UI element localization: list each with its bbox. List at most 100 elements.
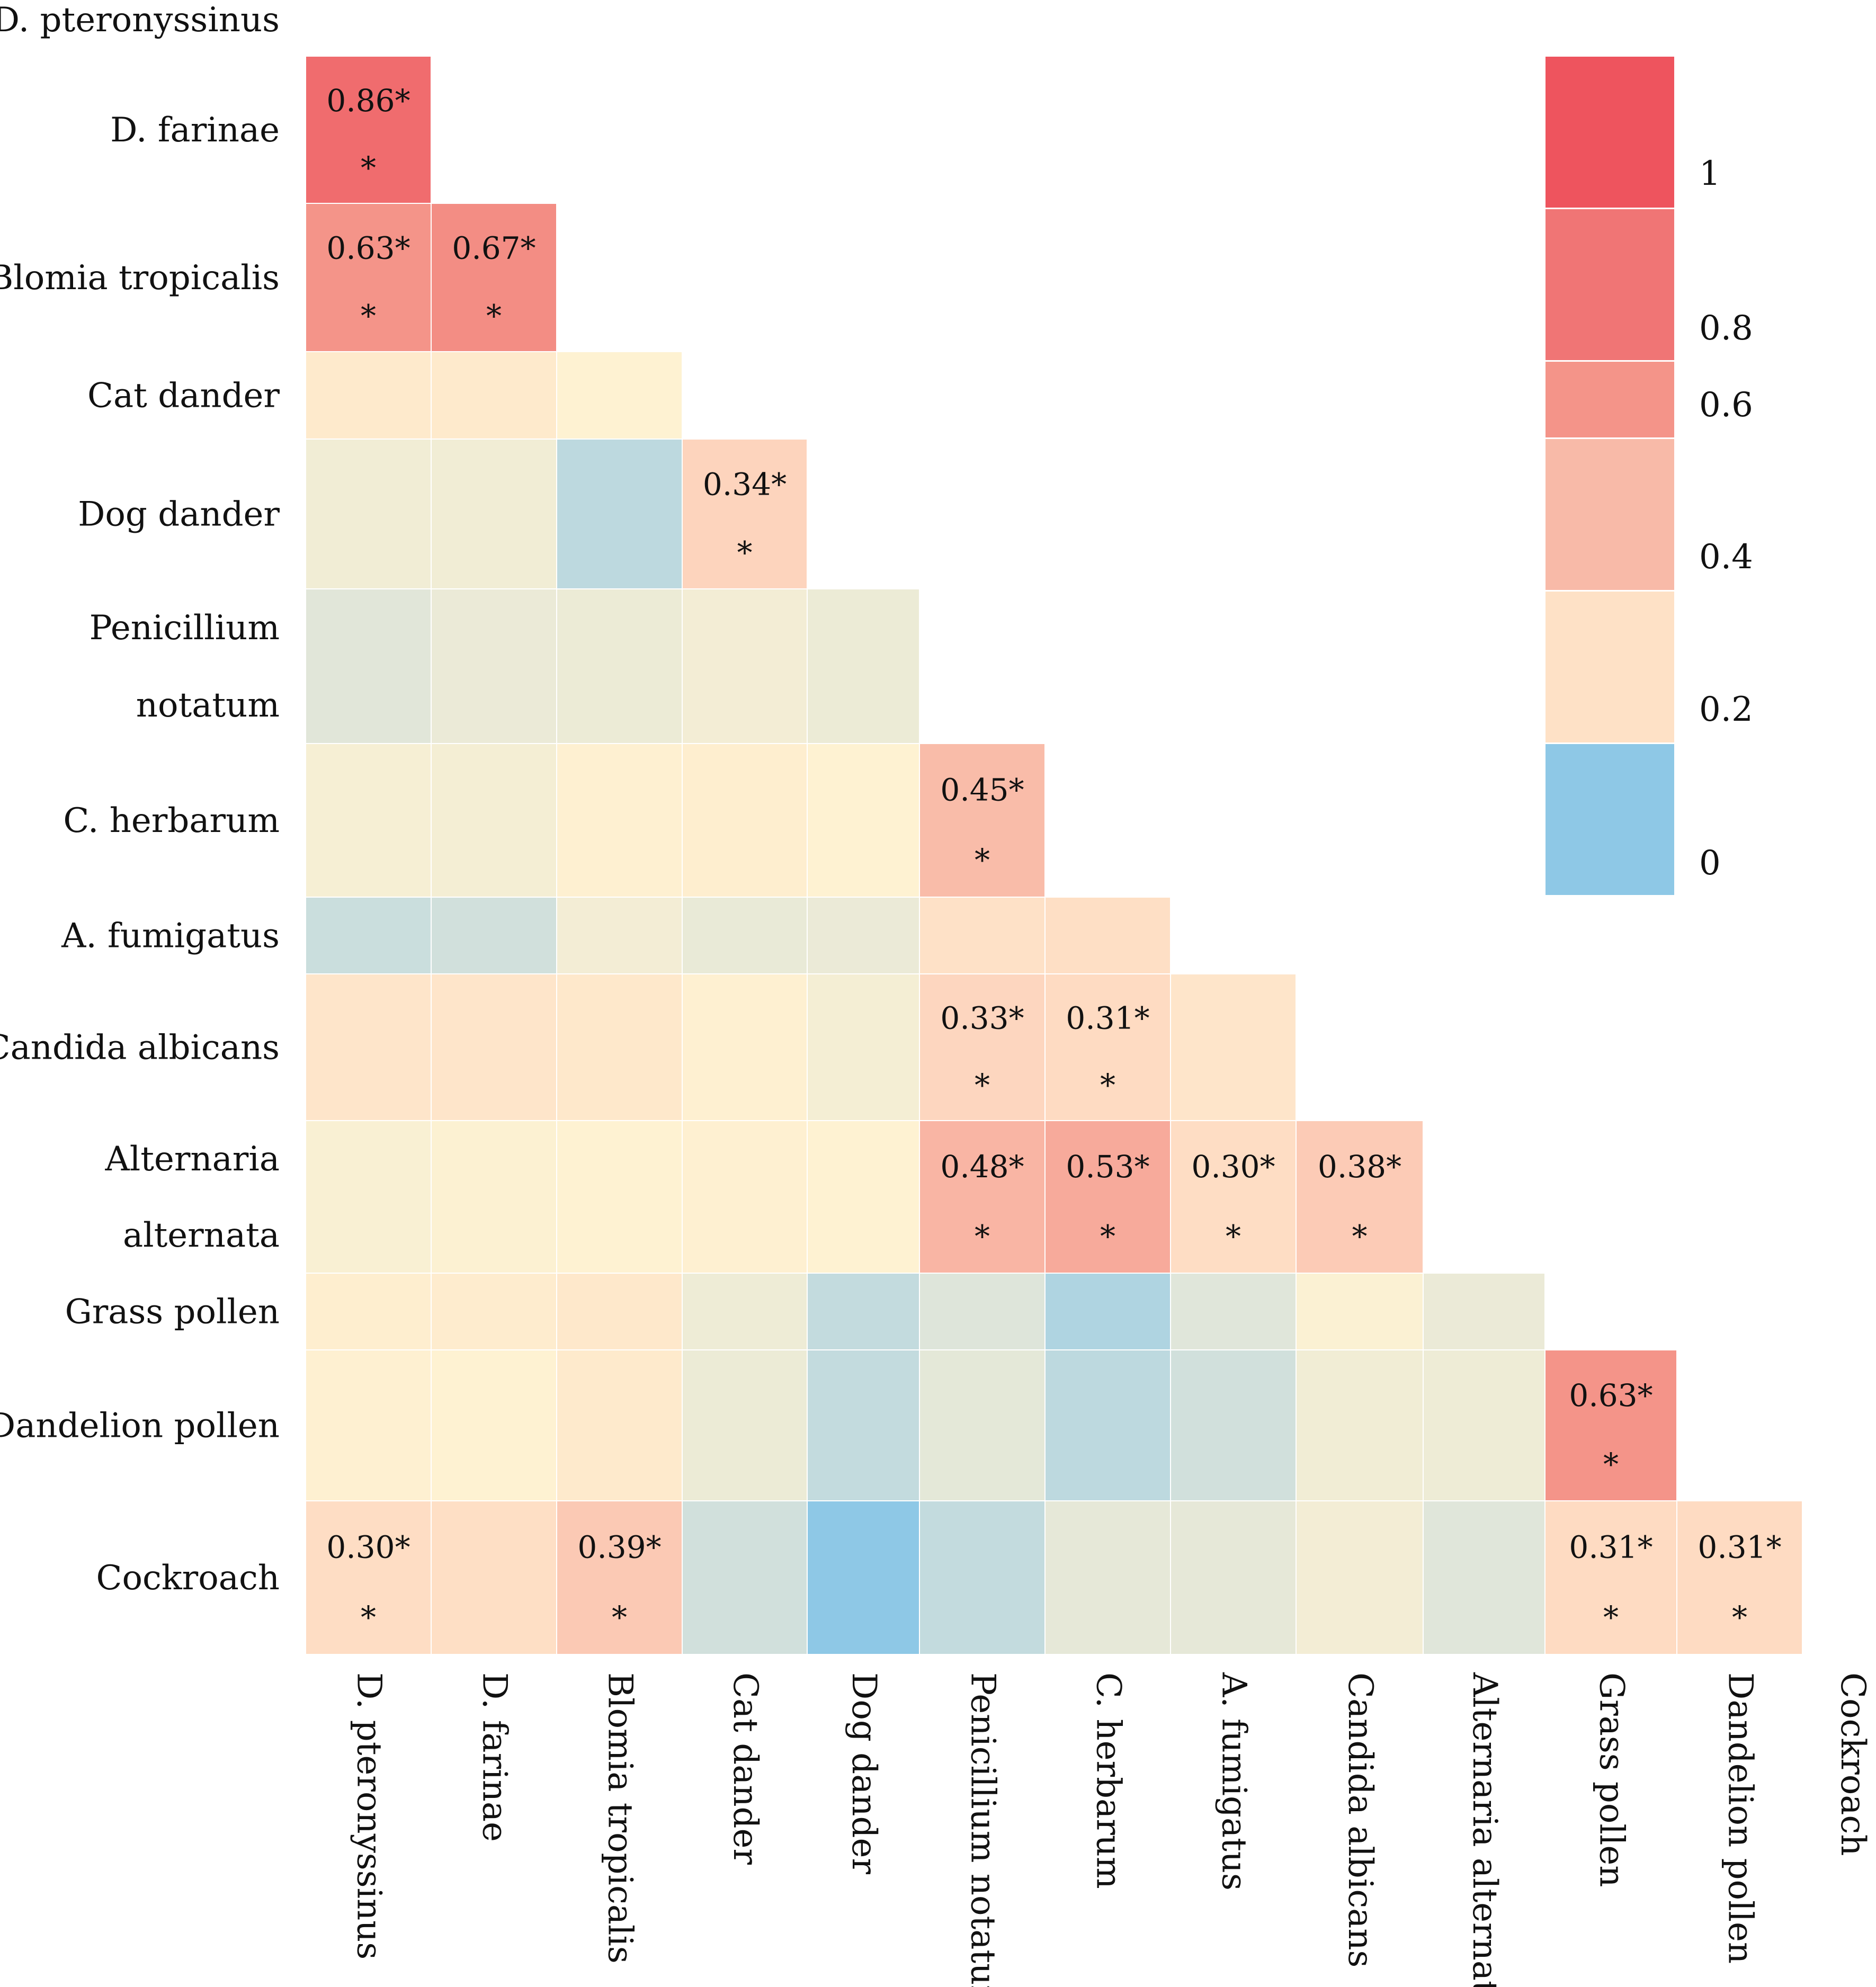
heatmap-cell-cockroach-c-herbarum (1046, 1501, 1170, 1654)
colorbar-band-4 (1546, 439, 1674, 590)
row-label-c-herbarum: C. herbarum (63, 801, 280, 840)
heatmap-cell-a-fumigatus-penicillium-notatum (920, 898, 1044, 973)
colorbar-tick-label: 1 (1699, 154, 1721, 193)
column-label-c-herbarum: C. herbarum (1089, 1672, 1128, 1889)
cell-value-label: 0.86* (326, 83, 410, 119)
heatmap-cell-alternaria-alternata-d-pteronyssinus (306, 1121, 431, 1273)
heatmap-cell-a-fumigatus-d-pteronyssinus (306, 898, 431, 973)
cell-value-label: 0.34* (703, 466, 787, 502)
cell-value-label: 0.53* (1066, 1149, 1149, 1185)
heatmap-cell-grass-pollen-a-fumigatus (1171, 1274, 1296, 1349)
row-label-penicillium-notatum-line-2: notatum (136, 686, 280, 725)
heatmap-cell-dog-dander-d-farinae (432, 440, 556, 588)
colorbar-tick-label: 0.2 (1699, 690, 1753, 729)
column-label-cat-dander: Cat dander (726, 1672, 765, 1865)
cell-value-label: 0.39* (577, 1529, 661, 1565)
heatmap-cell-dandelion-pollen-d-farinae (432, 1350, 556, 1500)
cell-significance-label: * (737, 535, 753, 571)
heatmap-cell-cat-dander-d-pteronyssinus (306, 352, 431, 438)
heatmap-cell-penicillium-notatum-d-pteronyssinus (306, 589, 431, 743)
heatmap-cell-candida-albicans-d-pteronyssinus (306, 974, 431, 1120)
cell-value-label: 0.45* (940, 772, 1024, 808)
heatmap-cells (306, 57, 1802, 1654)
colorbar-band-5 (1546, 592, 1674, 742)
cell-significance-label: * (975, 1218, 990, 1254)
heatmap-cell-cockroach-grass-pollen (1546, 1501, 1676, 1654)
heatmap-cell-penicillium-notatum-d-farinae (432, 589, 556, 743)
colorbar-tick-label: 0.6 (1699, 386, 1753, 425)
heatmap-cell-grass-pollen-c-herbarum (1046, 1274, 1170, 1349)
cell-value-label: 0.33* (940, 1000, 1024, 1036)
heatmap-cell-cat-dander-d-farinae (432, 352, 556, 438)
heatmap-cell-a-fumigatus-cat-dander (683, 898, 807, 973)
heatmap-cell-alternaria-alternata-penicillium-notatum (920, 1121, 1044, 1273)
cell-significance-label: * (1603, 1599, 1619, 1635)
cell-significance-label: * (1603, 1446, 1619, 1482)
heatmap-cell-cockroach-d-pteronyssinus (306, 1501, 431, 1654)
heatmap-cell-a-fumigatus-d-farinae (432, 898, 556, 973)
heatmap-cell-penicillium-notatum-dog-dander (808, 589, 919, 743)
heatmap-cell-dandelion-pollen-grass-pollen (1546, 1350, 1676, 1500)
cell-value-label: 0.31* (1569, 1529, 1652, 1565)
cell-value-label: 0.67* (452, 230, 535, 266)
row-label-a-fumigatus: A. fumigatus (61, 917, 280, 956)
row-label-d-pteronyssinus: D. pteronyssinus (0, 1, 280, 40)
row-labels: D. pteronyssinus D. farinae Blomia tropica… (0, 1, 280, 1598)
cell-value-label: 0.48* (940, 1149, 1024, 1185)
cell-significance-label: * (1732, 1599, 1747, 1635)
heatmap-cell-alternaria-alternata-a-fumigatus (1171, 1121, 1296, 1273)
heatmap-cell-alternaria-alternata-d-farinae (432, 1121, 556, 1273)
heatmap-cell-dandelion-pollen-c-herbarum (1046, 1350, 1170, 1500)
heatmap-cell-candida-albicans-c-herbarum (1046, 974, 1170, 1120)
heatmap-cell-dandelion-pollen-candida-albicans (1297, 1350, 1423, 1500)
cell-significance-label: * (361, 150, 376, 186)
column-label-alternaria-alternata: Alternaria alternata (1465, 1672, 1504, 1987)
heatmap-cell-grass-pollen-penicillium-notatum (920, 1274, 1044, 1349)
heatmap-cell-blomia-tropicalis-d-farinae (432, 204, 556, 351)
heatmap-cell-alternaria-alternata-c-herbarum (1046, 1121, 1170, 1273)
heatmap-cell-cockroach-dandelion-pollen (1677, 1501, 1802, 1654)
heatmap-cell-cockroach-candida-albicans (1297, 1501, 1423, 1654)
colorbar-tick-label: 0 (1699, 844, 1721, 883)
cell-significance-label: * (361, 1599, 376, 1635)
row-label-cat-dander: Cat dander (87, 377, 280, 416)
colorbar-tick-label: 0.8 (1699, 309, 1753, 348)
heatmap-cell-dandelion-pollen-d-pteronyssinus (306, 1350, 431, 1500)
column-label-d-farinae: D. farinae (475, 1672, 514, 1842)
row-label-dandelion-pollen: Dandelion pollen (0, 1407, 280, 1446)
heatmap-cell-d-farinae-d-pteronyssinus (306, 57, 431, 203)
heatmap-cell-a-fumigatus-dog-dander (808, 898, 919, 973)
heatmap-cell-alternaria-alternata-candida-albicans (1297, 1121, 1423, 1273)
column-label-blomia-tropicalis: Blomia tropicalis (601, 1672, 640, 1964)
heatmap-cell-c-herbarum-dog-dander (808, 744, 919, 897)
heatmap-cell-cockroach-dog-dander (808, 1501, 919, 1654)
column-label-dog-dander: Dog dander (844, 1672, 883, 1874)
colorbar-band-3 (1546, 362, 1674, 437)
colorbar-band-2 (1546, 209, 1674, 360)
heatmap-cell-labels: 0.86* * 0.63* * 0.67* * 0.34* * 0.45* * 0.33* * 0.31… (326, 83, 1781, 1635)
heatmap-cell-cockroach-d-farinae (432, 1501, 556, 1654)
column-label-a-fumigatus: A. fumigatus (1214, 1672, 1254, 1891)
heatmap-cell-cockroach-a-fumigatus (1171, 1501, 1296, 1654)
row-label-candida-albicans: Candida albicans (0, 1028, 280, 1068)
heatmap-cell-grass-pollen-d-pteronyssinus (306, 1274, 431, 1349)
cell-significance-label: * (1100, 1067, 1115, 1103)
heatmap-cell-c-herbarum-cat-dander (683, 744, 807, 897)
heatmap-cell-candida-albicans-blomia-tropicalis (557, 974, 682, 1120)
heatmap-cell-c-herbarum-d-farinae (432, 744, 556, 897)
heatmap-cell-grass-pollen-candida-albicans (1297, 1274, 1423, 1349)
column-label-penicillium-notatum: Penicillium notatum (963, 1672, 1003, 1987)
colorbar: 1 0.8 0.6 0.4 0.2 0 (1546, 57, 1753, 895)
cell-significance-label: * (1352, 1218, 1368, 1254)
colorbar-band-6 (1546, 744, 1674, 895)
heatmap-cell-cat-dander-blomia-tropicalis (557, 352, 682, 438)
column-label-cockroach: Cockroach (1833, 1672, 1872, 1856)
column-label-grass-pollen: Grass pollen (1592, 1672, 1631, 1887)
heatmap-cell-cockroach-blomia-tropicalis (557, 1501, 682, 1654)
heatmap-cell-candida-albicans-penicillium-notatum (920, 974, 1044, 1120)
heatmap-cell-a-fumigatus-c-herbarum (1046, 898, 1170, 973)
column-label-dandelion-pollen: Dandelion pollen (1721, 1672, 1760, 1964)
heatmap-cell-dandelion-pollen-cat-dander (683, 1350, 807, 1500)
heatmap-cell-cockroach-alternaria-alternata (1424, 1501, 1544, 1654)
cell-significance-label: * (1226, 1218, 1241, 1254)
